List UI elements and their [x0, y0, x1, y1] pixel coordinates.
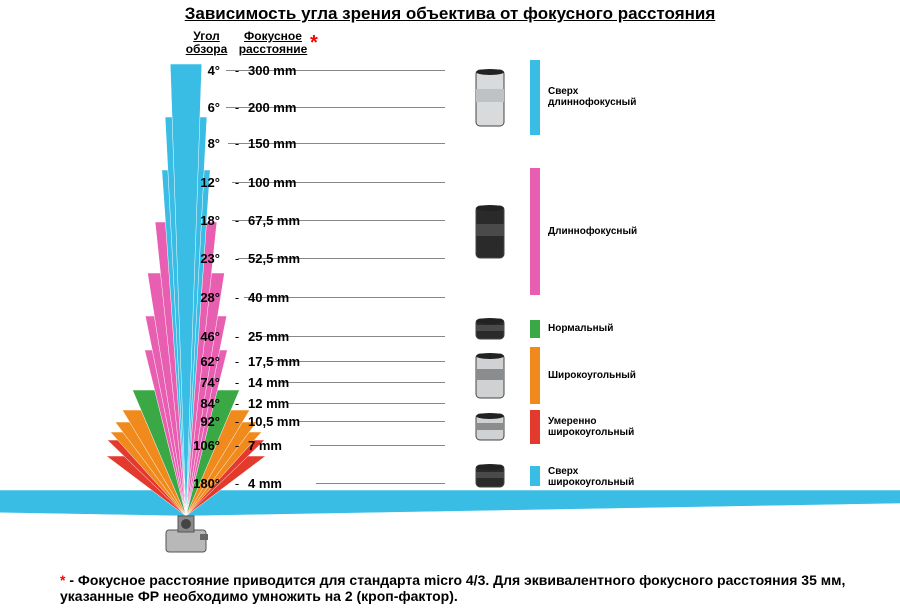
lens-illustration — [470, 412, 510, 447]
focal-value: 25 mm — [248, 329, 318, 344]
row-dash: - — [230, 354, 244, 369]
lens-icon — [470, 412, 510, 442]
focal-value: 10,5 mm — [248, 414, 318, 429]
focal-value: 12 mm — [248, 396, 318, 411]
row-dash: - — [230, 290, 244, 305]
row-dash: - — [230, 375, 244, 390]
angle-value: 92° — [182, 414, 220, 429]
focal-value: 200 mm — [248, 100, 318, 115]
category-bar — [530, 168, 540, 295]
focal-value: 100 mm — [248, 175, 318, 190]
angle-value: 12° — [182, 175, 220, 190]
lens-icon — [470, 204, 510, 260]
category-label: Широкоугольный — [548, 370, 636, 381]
angle-value: 62° — [182, 354, 220, 369]
guide-line — [310, 445, 445, 446]
lens-icon — [470, 352, 510, 400]
row-dash: - — [230, 251, 244, 266]
angle-value: 4° — [182, 63, 220, 78]
focal-value: 7 mm — [248, 438, 318, 453]
angle-value: 106° — [182, 438, 220, 453]
row-dash: - — [230, 414, 244, 429]
lens-icon — [470, 317, 510, 341]
lens-illustration — [470, 68, 510, 133]
lens-illustration — [470, 463, 510, 494]
category-bar — [530, 466, 540, 486]
row-dash: - — [230, 175, 244, 190]
focal-value: 67,5 mm — [248, 213, 318, 228]
lens-illustration — [470, 317, 510, 346]
angle-value: 23° — [182, 251, 220, 266]
row-dash: - — [230, 63, 244, 78]
focal-value: 300 mm — [248, 63, 318, 78]
disclaimer: * - Фокусное расстояние приводится для с… — [60, 572, 860, 604]
angle-value: 74° — [182, 375, 220, 390]
focal-value: 40 mm — [248, 290, 318, 305]
angle-value: 28° — [182, 290, 220, 305]
disclaimer-text: - Фокусное расстояние приводится для ста… — [60, 572, 845, 604]
angle-value: 84° — [182, 396, 220, 411]
row-dash: - — [230, 438, 244, 453]
guide-line — [298, 421, 445, 422]
row-dash: - — [230, 329, 244, 344]
category-label: Сверхдлиннофокусный — [548, 86, 636, 108]
category-label: Длиннофокусный — [548, 226, 637, 237]
category-bar — [530, 320, 540, 338]
focal-value: 14 mm — [248, 375, 318, 390]
category-label: Нормальный — [548, 323, 613, 334]
category-label: Сверхширокоугольный — [548, 466, 634, 488]
focal-value: 150 mm — [248, 136, 318, 151]
page-root: Зависимость угла зрения объектива от фок… — [0, 0, 900, 614]
camera-icon — [156, 512, 216, 558]
category-label: Умеренноширокоугольный — [548, 416, 634, 438]
lens-icon — [470, 463, 510, 489]
angle-value: 18° — [182, 213, 220, 228]
focal-value: 52,5 mm — [248, 251, 318, 266]
row-dash: - — [230, 396, 244, 411]
category-bar — [530, 60, 540, 135]
angle-value: 6° — [182, 100, 220, 115]
row-dash: - — [230, 476, 244, 491]
guide-line — [316, 483, 445, 484]
angle-value: 180° — [182, 476, 220, 491]
angle-fan-diagram — [0, 0, 900, 614]
category-bar — [530, 347, 540, 404]
row-dash: - — [230, 213, 244, 228]
lens-illustration — [470, 352, 510, 405]
category-bar — [530, 410, 540, 444]
focal-value: 4 mm — [248, 476, 318, 491]
angle-value: 8° — [182, 136, 220, 151]
angle-value: 46° — [182, 329, 220, 344]
row-dash: - — [230, 136, 244, 151]
row-dash: - — [230, 100, 244, 115]
lens-illustration — [470, 204, 510, 265]
lens-icon — [470, 68, 510, 128]
focal-value: 17,5 mm — [248, 354, 318, 369]
